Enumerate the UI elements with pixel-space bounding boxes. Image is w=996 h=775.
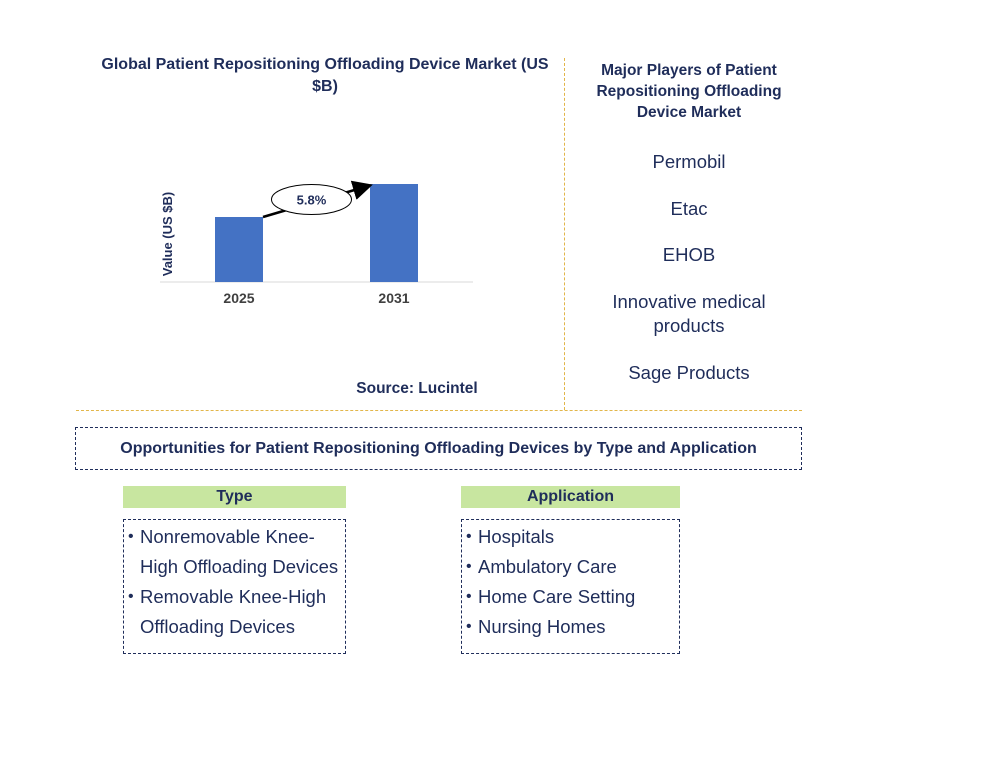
players-title: Major Players of Patient Repositioning O… — [596, 62, 782, 121]
application-list: Hospitals Ambulatory Care Home Care Sett… — [461, 519, 680, 654]
source-label: Source: Lucintel — [356, 380, 478, 397]
type-item: Removable Knee-High Offloading Devices — [128, 582, 345, 642]
bar-2031 — [370, 184, 418, 282]
y-axis-label: Value (US $B) — [160, 192, 175, 277]
opportunities-title: Opportunities for Patient Repositioning … — [75, 427, 802, 470]
horizontal-divider — [76, 410, 802, 411]
type-header: Type — [123, 486, 346, 508]
application-item: Hospitals — [466, 522, 679, 552]
cagr-label: 5.8% — [297, 193, 327, 208]
player-item: Permobil — [652, 151, 726, 172]
bar-chart: 2025 2031 Value (US $B) 5.8% — [160, 180, 473, 306]
x-tick-label: 2031 — [378, 290, 409, 306]
application-item: Home Care Setting — [466, 582, 679, 612]
x-tick-label: 2025 — [223, 290, 254, 306]
cagr-bubble — [271, 184, 352, 215]
player-item: Etac — [670, 198, 708, 219]
application-item: Nursing Homes — [466, 612, 679, 642]
opportunities-title-text: Opportunities for Patient Repositioning … — [120, 439, 757, 457]
application-item: Ambulatory Care — [466, 552, 679, 582]
type-item: Nonremovable Knee-High Offloading Device… — [128, 522, 345, 582]
player-item: EHOB — [662, 244, 716, 265]
bar-2025 — [215, 217, 263, 282]
type-list: Nonremovable Knee-High Offloading Device… — [123, 519, 346, 654]
vertical-divider — [564, 58, 565, 410]
player-item: Innovative medical products — [612, 291, 766, 336]
chart-title: Global Patient Repositioning Offloading … — [101, 56, 549, 95]
player-item: Sage Products — [628, 362, 750, 383]
application-header: Application — [461, 486, 680, 508]
